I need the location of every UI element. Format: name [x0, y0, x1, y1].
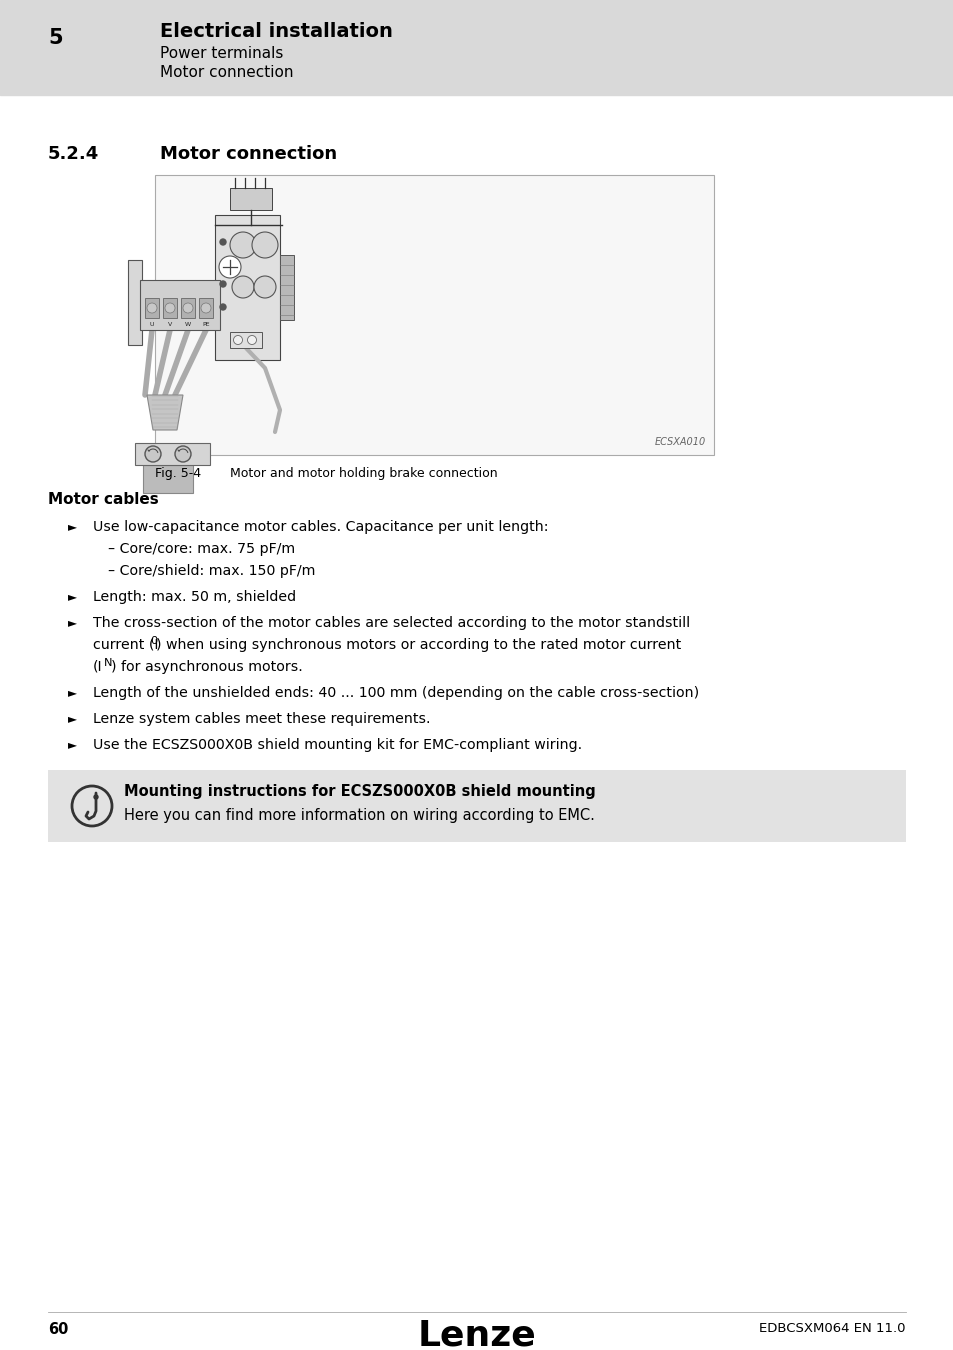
Circle shape: [174, 446, 191, 462]
Bar: [48, 769, 905, 842]
Text: Length of the unshielded ends: 40 ... 100 mm (depending on the cable cross-secti: Length of the unshielded ends: 40 ... 10…: [92, 686, 699, 701]
Text: Use low-capacitance motor cables. Capacitance per unit length:: Use low-capacitance motor cables. Capaci…: [92, 520, 548, 535]
Text: (I: (I: [92, 660, 103, 674]
Text: Motor connection: Motor connection: [160, 65, 294, 80]
Text: 5.2.4: 5.2.4: [48, 144, 99, 163]
Text: Lenze: Lenze: [417, 1318, 536, 1350]
Text: 60: 60: [48, 1322, 69, 1336]
Text: – Core/core: max. 75 pF/m: – Core/core: max. 75 pF/m: [108, 541, 294, 556]
Text: Use the ECSZS000X0B shield mounting kit for EMC-compliant wiring.: Use the ECSZS000X0B shield mounting kit …: [92, 738, 581, 752]
Bar: [214, 215, 280, 360]
Bar: [143, 464, 193, 493]
Bar: [145, 298, 159, 319]
Text: 0: 0: [150, 636, 157, 647]
Circle shape: [71, 786, 112, 826]
Circle shape: [220, 239, 226, 244]
Text: U: U: [150, 321, 154, 327]
Text: PE: PE: [202, 321, 210, 327]
Text: 5: 5: [48, 28, 63, 49]
Bar: [135, 443, 210, 464]
Circle shape: [220, 304, 226, 310]
Text: Power terminals: Power terminals: [160, 46, 283, 61]
Circle shape: [145, 446, 161, 462]
Text: N: N: [104, 657, 112, 668]
Text: current (I: current (I: [92, 639, 158, 652]
Bar: [181, 298, 194, 319]
Circle shape: [230, 232, 255, 258]
Text: ►: ►: [68, 590, 77, 603]
Bar: [199, 298, 213, 319]
Text: The cross-section of the motor cables are selected according to the motor stands: The cross-section of the motor cables ar…: [92, 616, 689, 630]
Text: Electrical installation: Electrical installation: [160, 22, 393, 40]
Text: Motor cables: Motor cables: [48, 491, 158, 508]
Bar: [163, 298, 177, 319]
Text: Length: max. 50 m, shielded: Length: max. 50 m, shielded: [92, 590, 295, 603]
Text: W: W: [185, 321, 191, 327]
Text: V: V: [168, 321, 172, 327]
Circle shape: [233, 336, 242, 344]
Text: Lenze system cables meet these requirements.: Lenze system cables meet these requireme…: [92, 711, 430, 726]
Circle shape: [253, 275, 275, 298]
Circle shape: [183, 302, 193, 313]
Text: ►: ►: [68, 738, 77, 751]
Circle shape: [165, 302, 174, 313]
Circle shape: [147, 302, 157, 313]
Text: ►: ►: [68, 711, 77, 725]
Text: Fig. 5-4: Fig. 5-4: [154, 467, 201, 481]
Bar: [0, 0, 953, 95]
Text: ►: ►: [68, 616, 77, 629]
Bar: [230, 332, 262, 348]
Text: ►: ►: [68, 520, 77, 533]
Circle shape: [220, 281, 226, 288]
Bar: [230, 188, 272, 211]
Circle shape: [232, 275, 253, 298]
Polygon shape: [147, 396, 183, 431]
Text: ) for asynchronous motors.: ) for asynchronous motors.: [112, 660, 303, 674]
Text: EDBCSXM064 EN 11.0: EDBCSXM064 EN 11.0: [759, 1322, 905, 1335]
Circle shape: [219, 256, 241, 278]
Circle shape: [247, 336, 256, 344]
Text: – Core/shield: max. 150 pF/m: – Core/shield: max. 150 pF/m: [108, 564, 315, 578]
Text: Here you can find more information on wiring according to EMC.: Here you can find more information on wi…: [124, 809, 595, 824]
Bar: [128, 261, 142, 346]
Bar: [154, 176, 713, 455]
Text: ►: ►: [68, 686, 77, 699]
Text: Motor connection: Motor connection: [160, 144, 336, 163]
Circle shape: [252, 232, 277, 258]
Circle shape: [94, 795, 98, 799]
Bar: [280, 255, 294, 320]
Text: Mounting instructions for ECSZS000X0B shield mounting: Mounting instructions for ECSZS000X0B sh…: [124, 784, 595, 799]
Text: ECSXA010: ECSXA010: [654, 437, 705, 447]
Text: Motor and motor holding brake connection: Motor and motor holding brake connection: [230, 467, 497, 481]
Circle shape: [201, 302, 211, 313]
Bar: [140, 279, 220, 329]
Text: ) when using synchronous motors or according to the rated motor current: ) when using synchronous motors or accor…: [155, 639, 680, 652]
